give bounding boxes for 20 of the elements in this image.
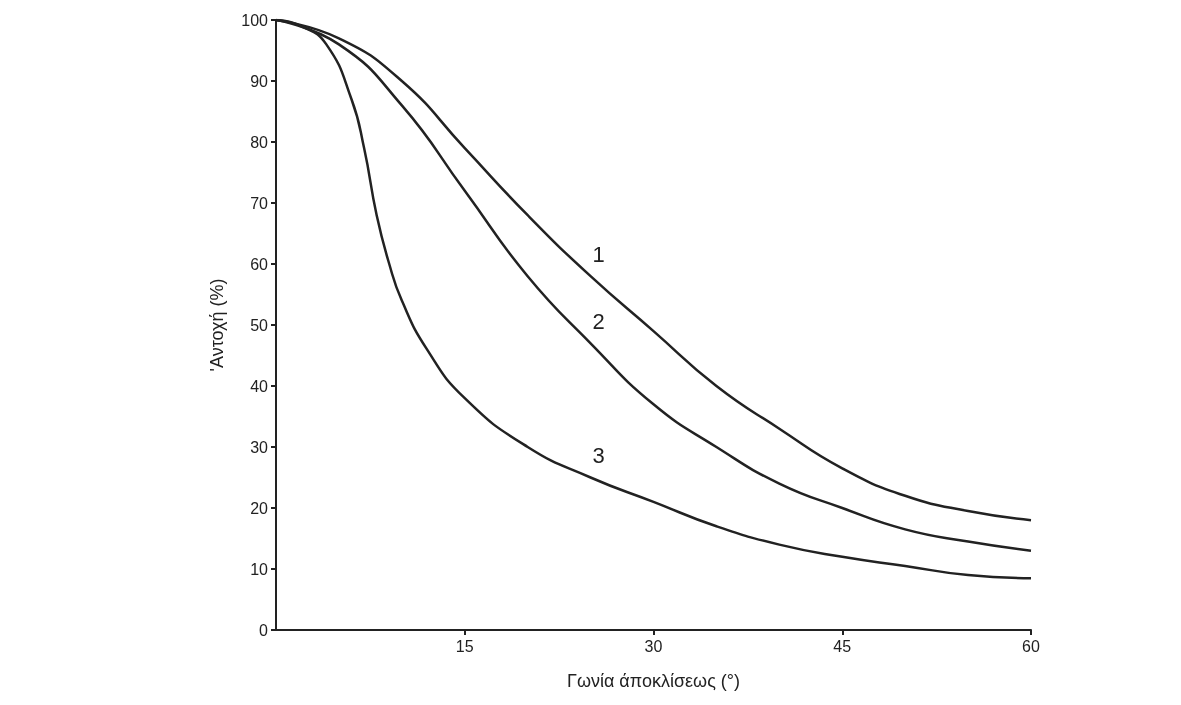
x-tick-label: 15: [455, 637, 474, 655]
y-tick-label: 30: [250, 438, 269, 456]
y-tick-label: 80: [250, 133, 269, 151]
y-tick-label: 60: [250, 255, 269, 273]
y-tick-label: 50: [250, 316, 269, 334]
y-tick-label: 0: [259, 621, 269, 639]
x-axis-title: Γωνία άποκλίσεως (°): [566, 671, 741, 691]
x-tick-label: 60: [1022, 637, 1040, 655]
y-tick-label: 20: [250, 499, 269, 517]
series-label: 2: [592, 308, 605, 334]
y-tick-label: 40: [250, 377, 269, 395]
y-tick-label: 100: [241, 11, 269, 29]
x-tick-label: 30: [644, 637, 663, 655]
y-tick-label: 90: [250, 72, 269, 90]
series-label: 1: [592, 241, 605, 267]
y-tick-label: 70: [250, 194, 269, 212]
y-tick-label: 10: [250, 560, 269, 578]
y-axis-title: 'Αντοχή (%): [207, 278, 227, 372]
series-label: 3: [592, 443, 605, 468]
x-tick-label: 45: [833, 637, 852, 655]
